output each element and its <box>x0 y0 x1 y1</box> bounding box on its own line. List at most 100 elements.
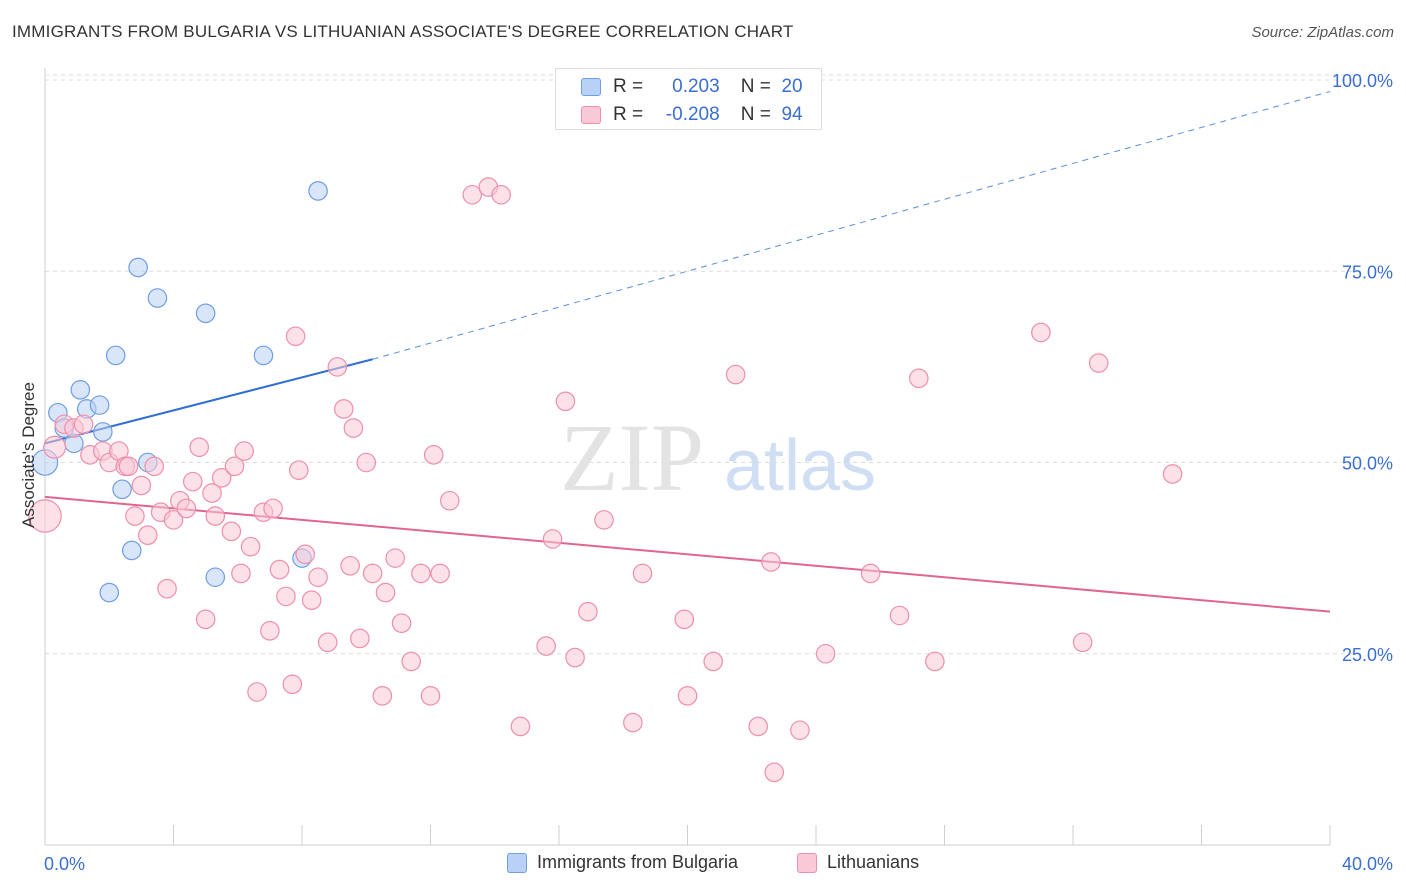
y-tick-label: 50.0% <box>1342 454 1393 474</box>
legend-swatch-lithuanians <box>797 852 817 873</box>
point-lithuanians <box>632 563 653 584</box>
y-tick-label: 100.0% <box>1332 71 1393 91</box>
point-lithuanians <box>430 563 450 584</box>
stats-swatch-lithuanians <box>581 106 601 124</box>
point-lithuanians <box>372 686 393 706</box>
point-lithuanians <box>462 184 483 205</box>
point-lithuanians <box>43 435 67 459</box>
point-lithuanians <box>202 483 222 503</box>
point-bulgaria <box>93 422 113 442</box>
y-tick-label: 25.0% <box>1342 645 1393 665</box>
point-lithuanians <box>288 460 309 480</box>
point-lithuanians <box>157 578 177 599</box>
point-lithuanians <box>385 548 405 568</box>
point-lithuanians <box>282 674 303 695</box>
point-bulgaria <box>308 181 328 201</box>
stats-n-label: N = <box>740 104 771 125</box>
point-lithuanians <box>594 510 614 530</box>
legend-item-lithuanians[interactable]: Lithuanians <box>797 852 919 873</box>
x-tick-label: 0.0% <box>44 854 85 874</box>
point-lithuanians <box>578 601 598 622</box>
point-lithuanians <box>234 441 254 461</box>
point-lithuanians <box>182 471 203 492</box>
watermark-zip: ZIP <box>560 404 704 511</box>
x-tick-label: 40.0% <box>1342 854 1393 874</box>
chart-title: IMMIGRANTS FROM BULGARIA VS LITHUANIAN A… <box>12 22 794 41</box>
stats-swatch-bulgaria <box>581 78 601 96</box>
point-lithuanians <box>790 720 810 741</box>
legend-label-lithuanians: Lithuanians <box>827 852 920 872</box>
point-lithuanians <box>144 456 165 477</box>
point-lithuanians <box>703 651 723 672</box>
point-lithuanians <box>375 582 396 603</box>
point-lithuanians <box>909 368 929 389</box>
point-lithuanians <box>555 391 576 412</box>
point-bulgaria <box>195 303 216 324</box>
point-lithuanians <box>138 525 158 545</box>
stats-r-value: -0.208 <box>665 104 720 125</box>
stats-n-label: N = <box>740 76 771 97</box>
point-lithuanians <box>73 414 94 435</box>
legend-label-bulgaria: Immigrants from Bulgaria <box>537 852 739 872</box>
point-lithuanians <box>748 716 768 737</box>
point-lithuanians <box>391 613 412 633</box>
point-lithuanians <box>350 628 370 649</box>
point-lithuanians <box>1162 464 1183 484</box>
point-lithuanians <box>263 498 283 519</box>
stats-r-value: 0.203 <box>672 76 720 97</box>
point-bulgaria <box>121 540 142 561</box>
point-lithuanians <box>131 475 152 496</box>
point-lithuanians <box>189 437 209 457</box>
point-bulgaria <box>147 288 168 308</box>
point-lithuanians <box>195 609 216 630</box>
point-lithuanians <box>28 499 62 533</box>
point-bulgaria <box>105 345 126 366</box>
point-lithuanians <box>565 647 585 668</box>
point-bulgaria <box>128 257 148 278</box>
point-lithuanians <box>356 452 377 473</box>
stats-r-label: R = <box>613 76 644 97</box>
point-lithuanians <box>231 563 251 584</box>
point-lithuanians <box>362 563 383 584</box>
y-tick-label: 75.0% <box>1342 262 1393 282</box>
point-lithuanians <box>125 506 145 526</box>
point-lithuanians <box>677 686 698 706</box>
point-lithuanians <box>439 490 460 511</box>
stats-n-value: 20 <box>781 76 803 97</box>
y-axis-label: Associate's Degree <box>19 382 38 528</box>
point-lithuanians <box>269 559 290 580</box>
point-bulgaria <box>253 345 274 366</box>
point-bulgaria <box>112 479 132 500</box>
stats-legend: R = 0.203 N = 20 R = -0.208 N = 94 <box>555 68 822 130</box>
point-lithuanians <box>1088 353 1109 373</box>
point-lithuanians <box>1031 322 1051 343</box>
y-tick-labels: 25.0% 50.0% 75.0% 100.0% <box>1332 71 1393 665</box>
point-lithuanians <box>542 529 563 549</box>
point-lithuanians <box>889 605 910 626</box>
bottom-legend: Immigrants from Bulgaria Lithuanians <box>0 852 1406 878</box>
legend-item-bulgaria[interactable]: Immigrants from Bulgaria <box>507 852 738 873</box>
point-lithuanians <box>317 632 338 653</box>
stats-r-label: R = <box>613 104 644 125</box>
legend-swatch-bulgaria <box>507 852 527 873</box>
point-lithuanians <box>247 682 267 702</box>
point-lithuanians <box>221 521 242 542</box>
data-points <box>28 177 1183 783</box>
point-lithuanians <box>401 651 422 672</box>
point-lithuanians <box>176 498 197 519</box>
point-lithuanians <box>205 506 226 526</box>
point-lithuanians <box>815 643 836 664</box>
point-lithuanians <box>764 762 785 783</box>
point-bulgaria <box>99 582 120 603</box>
watermark-atlas: atlas <box>724 426 876 506</box>
point-lithuanians <box>860 563 881 584</box>
point-lithuanians <box>343 418 364 438</box>
point-lithuanians <box>260 621 280 641</box>
point-lithuanians <box>333 399 354 419</box>
watermark: ZIP atlas <box>560 404 876 511</box>
point-lithuanians <box>411 563 431 584</box>
trend-line-bulgaria-extension <box>372 90 1331 360</box>
point-lithuanians <box>308 567 328 588</box>
point-lithuanians <box>623 712 643 733</box>
point-lithuanians <box>118 456 139 477</box>
